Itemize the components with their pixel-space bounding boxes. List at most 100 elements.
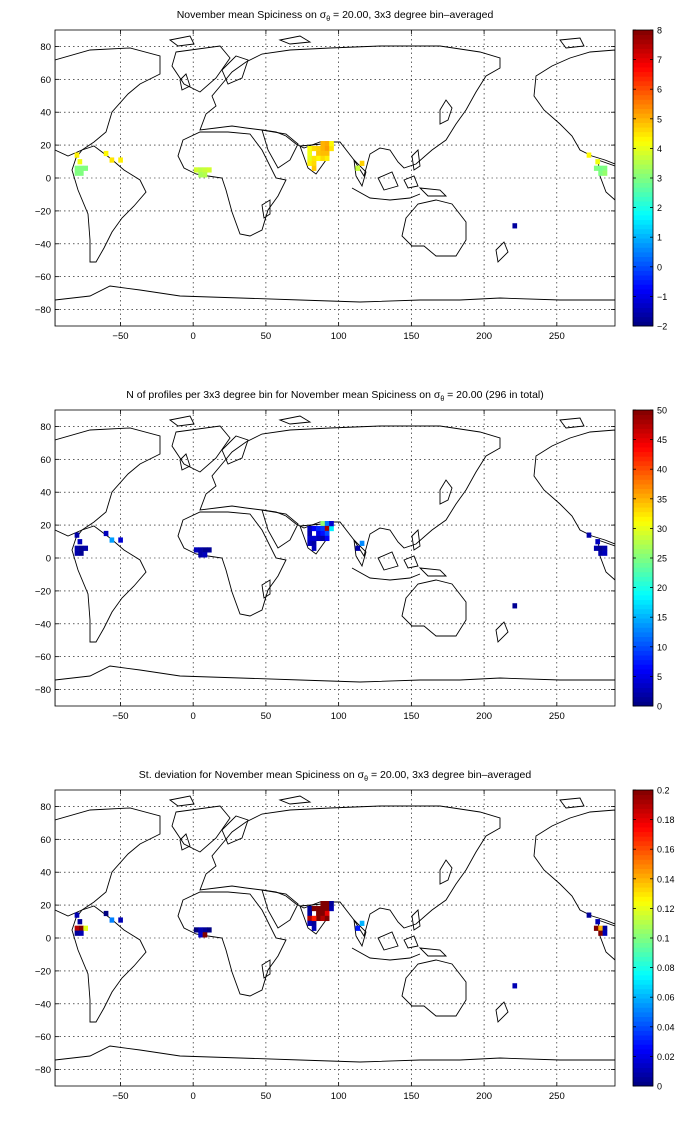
colorbar-tick-label: 2 [657, 203, 662, 213]
data-cell [324, 905, 330, 912]
data-cell [193, 547, 199, 553]
colorbar-segment [633, 470, 653, 476]
x-tick-label: −50 [112, 1091, 128, 1102]
colorbar-segment [633, 85, 653, 91]
data-cell [355, 925, 361, 931]
x-tick-label: 0 [191, 331, 196, 342]
data-cell [79, 165, 84, 171]
data-cell [320, 535, 326, 542]
colorbar-segment [633, 530, 653, 536]
data-cell [602, 550, 608, 556]
data-cell [598, 545, 603, 551]
colorbar-tick-label: 40 [657, 465, 667, 475]
x-tick-label: 100 [331, 331, 347, 342]
colorbar-segment [633, 48, 653, 54]
data-cell [320, 901, 326, 907]
colorbar-segment [633, 76, 653, 82]
colorbar-segment [633, 284, 653, 290]
gridlines [55, 410, 615, 706]
colorbar-segment [633, 854, 653, 860]
colorbar-segment [633, 497, 653, 503]
colorbar-tick-label: 0.12 [657, 904, 675, 914]
data-cell [324, 530, 330, 537]
colorbar-segment [633, 215, 653, 221]
data-cell [307, 530, 313, 537]
colorbar-segment [633, 669, 653, 675]
y-tick-label: −60 [35, 1032, 51, 1043]
colorbar-segment [633, 233, 653, 239]
colorbar-segment [633, 678, 653, 684]
colorbar-segment [633, 178, 653, 184]
colorbar-segment [633, 80, 653, 86]
x-tick-labels: −50 0 50 100 150 200 250 [112, 30, 565, 342]
colorbar-segment [633, 664, 653, 670]
data-cell [329, 905, 334, 912]
y-tick-label: 40 [40, 488, 51, 499]
data-cell [103, 150, 109, 157]
colorbar-segment [633, 1016, 653, 1022]
colorbar-segment [633, 488, 653, 494]
data-cell [307, 905, 313, 912]
data-cell [109, 157, 115, 163]
colorbar-segment [633, 43, 653, 49]
colorbar-segment [633, 298, 653, 304]
colorbar-segment [633, 474, 653, 480]
colorbar-segment [633, 247, 653, 253]
y-tick-label: 0 [46, 554, 51, 565]
colorbar-segment [633, 673, 653, 679]
y-tick-label: −60 [35, 652, 51, 663]
colorbar-segment [633, 682, 653, 688]
x-tick-label: 0 [191, 1091, 196, 1102]
colorbar-segment [633, 581, 653, 587]
colorbar-segment [633, 942, 653, 948]
colorbar-segment [633, 433, 653, 439]
colorbar-segment [633, 1021, 653, 1027]
colorbar-segment [633, 627, 653, 633]
data-cell [198, 547, 203, 553]
colorbar-segment [633, 790, 653, 796]
data-cell [598, 550, 603, 556]
colorbar-segment [633, 67, 653, 73]
colorbar-segment [633, 210, 653, 216]
colorbar-segment [633, 803, 653, 809]
colorbar-segment [633, 265, 653, 271]
data-cell [316, 150, 321, 157]
colorbar-segment [633, 99, 653, 105]
colorbar-segment [633, 919, 653, 925]
colorbar-segment [633, 90, 653, 96]
colorbar-tick-label: 10 [657, 642, 667, 652]
colorbar-tick-label: 0.04 [657, 1022, 675, 1032]
colorbar-segment [633, 1035, 653, 1041]
data-cell [593, 925, 599, 931]
data-cell [320, 150, 326, 157]
data-cell [598, 930, 603, 936]
data-cell [207, 167, 212, 173]
data-cell [586, 532, 592, 538]
data-cell [316, 535, 321, 542]
colorbar-segment [633, 1012, 653, 1018]
data-cell [593, 545, 599, 551]
y-tick-labels: −80 −60 −40 −20 0 20 40 60 80 [35, 422, 615, 696]
colorbar-tick-label: 20 [657, 583, 667, 593]
data-cell [198, 172, 203, 178]
colorbar-segment [633, 905, 653, 911]
data-cell [74, 550, 80, 556]
colorbar-segment [633, 988, 653, 994]
y-tick-label: 20 [40, 901, 51, 912]
x-tick-label: 0 [191, 711, 196, 722]
colorbar-segment [633, 877, 653, 883]
data-cell [512, 603, 518, 609]
colorbar-segment [633, 914, 653, 920]
data-cell [320, 145, 326, 152]
data-cell [307, 150, 313, 157]
data-cell [316, 910, 321, 917]
colorbar-segment [633, 30, 653, 36]
colorbar-segment [633, 608, 653, 614]
colorbar-tick-label: 0.02 [657, 1052, 675, 1062]
colorbar-segment [633, 947, 653, 953]
data-cell [329, 525, 334, 532]
data-cell [602, 165, 608, 171]
colorbar-segment [633, 117, 653, 123]
y-tick-label: 0 [46, 934, 51, 945]
